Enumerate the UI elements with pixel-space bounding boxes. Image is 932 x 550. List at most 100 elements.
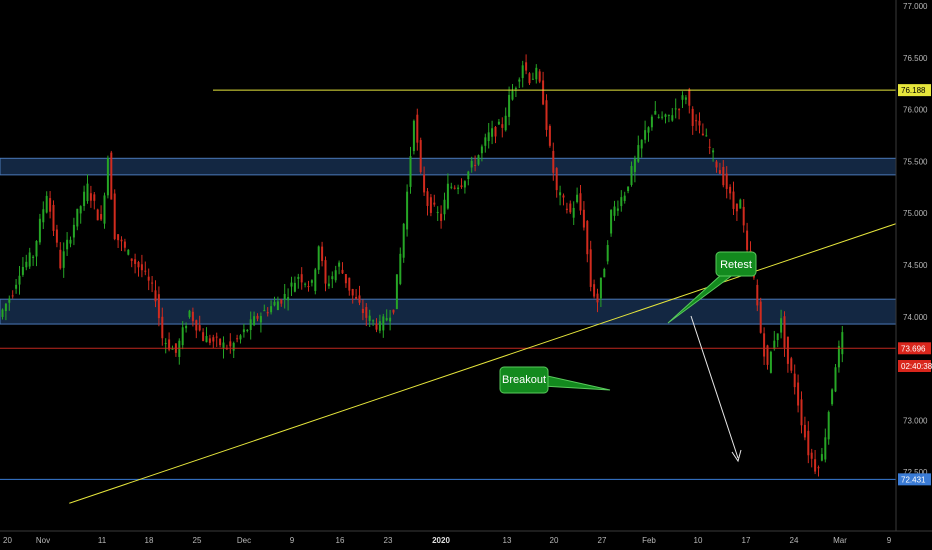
candle-body-7	[25, 261, 28, 268]
candle-body-103	[351, 289, 354, 296]
candle-body-86	[293, 282, 296, 292]
candle-body-76	[259, 316, 262, 323]
candle-body-236	[803, 424, 806, 438]
candle-body-101	[344, 274, 347, 284]
time-axis[interactable]: 20 Nov 11 18 25 Dec 9 16 23 2020 13 20 27 Feb 10 17 24 Ma…	[0, 530, 932, 545]
projection-arrow-head	[731, 449, 742, 463]
candle-body-187	[637, 145, 640, 162]
candle-body-24	[83, 191, 86, 206]
projection-arrow[interactable]	[690, 315, 742, 463]
candle-body-61	[208, 338, 211, 343]
candle-body-20	[69, 239, 72, 244]
candle-body-125	[426, 191, 429, 206]
candle-body-36	[123, 241, 126, 248]
candle-body-116	[395, 274, 398, 309]
retest-callout[interactable]: Retest	[667, 251, 757, 324]
y-tick-label: 76.500	[903, 54, 928, 63]
candle-body-219	[746, 230, 749, 250]
candle-body-54	[185, 325, 188, 329]
candle-body-246	[837, 346, 840, 368]
candle-body-150	[511, 91, 514, 100]
candle-body-23	[79, 206, 82, 214]
candle-body-179	[610, 210, 613, 234]
candle-body-102	[348, 277, 351, 291]
candle-body-170	[579, 193, 582, 211]
x-tick-label: 9	[290, 536, 295, 545]
time-axis-ticks: 20 Nov 11 18 25 Dec 9 16 23 2020 13 20 27 Feb 10 17 24 Ma…	[3, 536, 892, 545]
candle-body-173	[589, 249, 592, 287]
candle-body-114	[389, 317, 392, 322]
candle-body-217	[739, 199, 742, 209]
candle-body-62	[212, 337, 215, 342]
candle-body-181	[616, 208, 619, 211]
candle-body-197	[671, 115, 674, 121]
candle-body-213	[725, 173, 728, 189]
candle-body-92	[314, 269, 317, 291]
candle-body-96	[327, 283, 330, 287]
candle-body-232	[790, 358, 793, 371]
candle-body-107	[365, 307, 368, 318]
candle-body-119	[406, 191, 409, 230]
candle-body-201	[684, 97, 687, 100]
y-tick-label: 74.500	[903, 261, 928, 270]
candle-body-0	[1, 309, 4, 317]
candle-body-224	[763, 333, 766, 357]
zone-1[interactable]	[0, 157, 897, 176]
candle-body-211	[718, 170, 721, 174]
candle-body-171	[582, 209, 585, 228]
candle-body-128	[436, 211, 439, 213]
candle-body-144	[491, 128, 494, 137]
candle-body-12	[42, 209, 45, 223]
candle-body-178	[606, 245, 609, 262]
candle-body-26	[89, 193, 92, 201]
candle-body-154	[525, 62, 528, 71]
retest-callout-label: Retest	[720, 259, 752, 271]
price-axis[interactable]: 77.000 76.500 76.000 75.500 75.000 74.500 74.0…	[895, 0, 932, 550]
candle-body-91	[310, 280, 313, 283]
candle-body-99	[338, 262, 341, 267]
candle-body-148	[504, 115, 507, 131]
candle-body-80	[273, 301, 276, 306]
countdown-tag-background	[898, 360, 931, 372]
candle-body-53	[181, 327, 184, 346]
candle-body-158	[538, 71, 541, 82]
candle-body-231	[786, 336, 789, 364]
candle-body-10	[35, 240, 38, 257]
candle-body-214	[729, 186, 732, 194]
retest-callout-box	[715, 251, 757, 277]
candle-body-47	[161, 316, 164, 339]
candle-body-55	[188, 310, 191, 318]
candle-body-70	[239, 335, 242, 340]
candle-body-88	[300, 274, 303, 283]
zone-2[interactable]	[0, 298, 897, 325]
breakout-callout[interactable]: Breakout	[499, 366, 611, 394]
price-tags: 76.188 73.696 72.431	[898, 84, 931, 486]
candle-body-17	[59, 249, 62, 269]
candle-body-9	[32, 256, 35, 258]
candle-body-83	[283, 293, 286, 300]
candle-body-133	[453, 187, 456, 189]
candle-body-35	[120, 239, 123, 242]
candle-body-142	[484, 137, 487, 146]
candle-body-52	[178, 340, 181, 357]
candle-body-117	[399, 253, 402, 284]
candle-body-242	[824, 437, 827, 460]
candle-body-139	[474, 164, 477, 166]
x-tick-label: 2020	[432, 536, 450, 545]
candle-body-4	[15, 284, 18, 289]
candle-body-215	[732, 191, 735, 209]
candle-body-192	[654, 111, 657, 115]
support-resistance-zones	[0, 157, 897, 325]
candle-body-57	[195, 320, 198, 331]
candle-body-241	[820, 454, 823, 461]
candle-body-188	[640, 139, 643, 149]
candle-body-159	[542, 80, 545, 105]
candle-body-131	[446, 183, 449, 209]
candle-body-140	[477, 155, 480, 165]
candle-body-87	[297, 276, 300, 279]
candle-body-15	[52, 204, 55, 231]
candle-body-135	[460, 185, 463, 188]
candle-body-1	[4, 303, 7, 312]
candle-body-126	[429, 197, 432, 213]
